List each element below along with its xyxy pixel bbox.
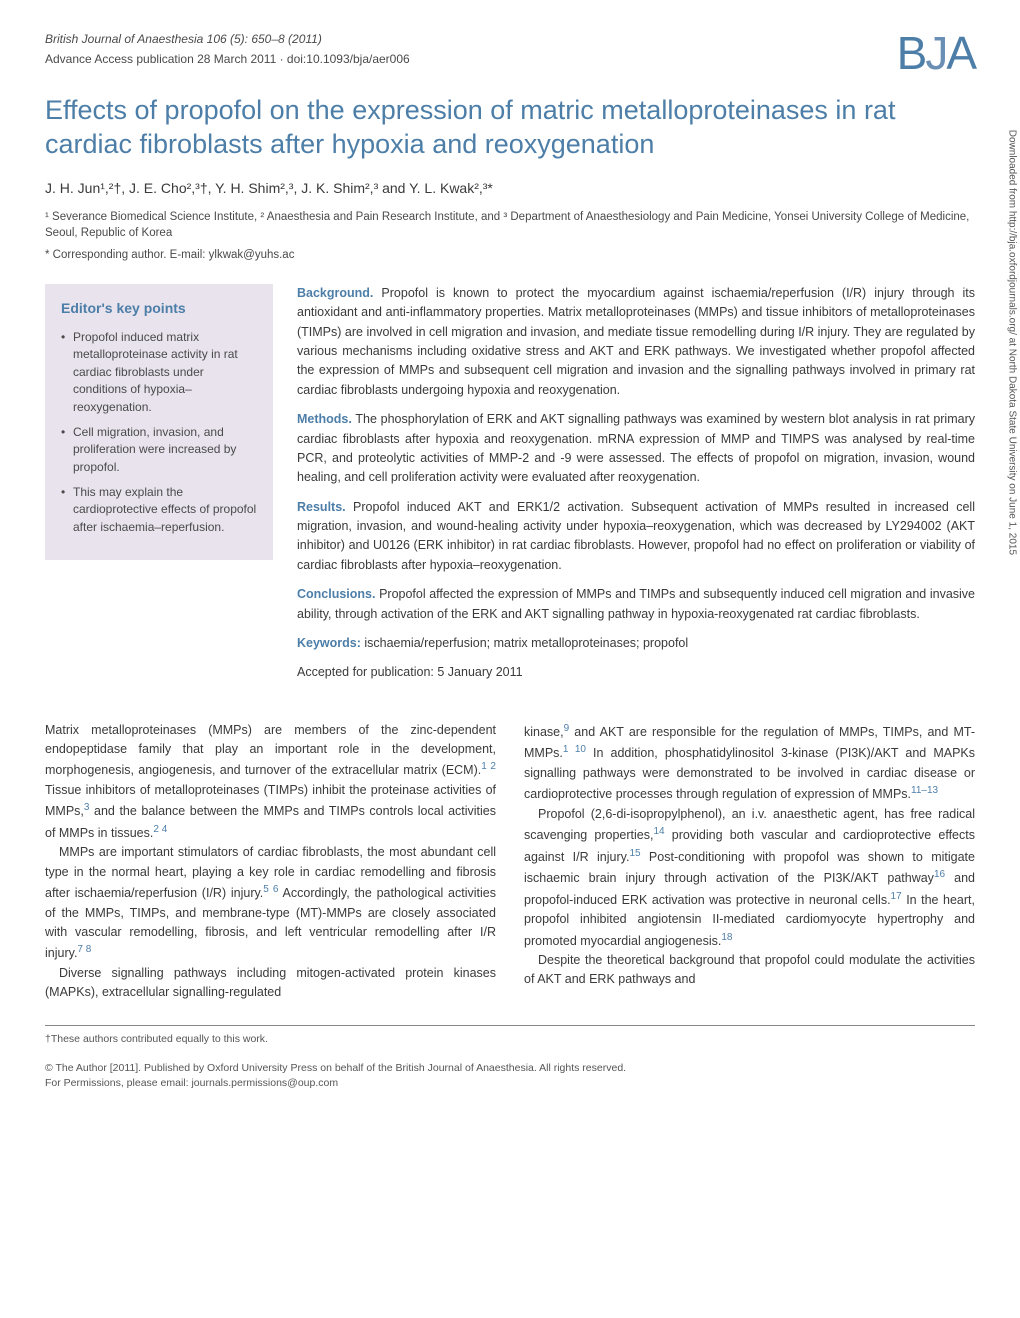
authors: J. H. Jun¹,²†, J. E. Cho²,³†, Y. H. Shim… bbox=[45, 178, 975, 199]
keywords-line: Keywords: ischaemia/reperfusion; matrix … bbox=[297, 634, 975, 653]
abstract-section: Editor's key points Propofol induced mat… bbox=[45, 284, 975, 693]
equal-contribution-note: †These authors contributed equally to th… bbox=[45, 1025, 975, 1048]
accepted-date: Accepted for publication: 5 January 2011 bbox=[297, 663, 975, 682]
body-para: Matrix metalloproteinases (MMPs) are mem… bbox=[45, 721, 496, 844]
download-watermark: Downloaded from http://bja.oxfordjournal… bbox=[1005, 130, 1020, 555]
editor-point: This may explain the cardioprotective ef… bbox=[61, 484, 257, 536]
background-label: Background. bbox=[297, 286, 373, 300]
abstract-conclusions: Conclusions. Propofol affected the expre… bbox=[297, 585, 975, 624]
body-para: Diverse signalling pathways including mi… bbox=[45, 964, 496, 1003]
abstract-methods: Methods. The phosphorylation of ERK and … bbox=[297, 410, 975, 488]
results-label: Results. bbox=[297, 500, 346, 514]
citation-ref[interactable]: 1 2 bbox=[481, 761, 496, 772]
abstract-results: Results. Propofol induced AKT and ERK1/2… bbox=[297, 498, 975, 576]
body-para: Despite the theoretical background that … bbox=[524, 951, 975, 990]
citation-ref[interactable]: 16 bbox=[934, 869, 945, 880]
editor-point: Cell migration, invasion, and proliferat… bbox=[61, 424, 257, 476]
article-title: Effects of propofol on the expression of… bbox=[45, 94, 975, 162]
citation-ref[interactable]: 11–13 bbox=[911, 785, 938, 796]
citation-ref[interactable]: 14 bbox=[653, 826, 664, 837]
journal-citation-block: British Journal of Anaesthesia 106 (5): … bbox=[45, 30, 410, 68]
editor-point: Propofol induced matrix metalloproteinas… bbox=[61, 329, 257, 416]
citation-ref[interactable]: 18 bbox=[721, 932, 732, 943]
editor-points-list: Propofol induced matrix metalloproteinas… bbox=[61, 329, 257, 536]
citation-ref[interactable]: 15 bbox=[629, 848, 640, 859]
editor-key-points-box: Editor's key points Propofol induced mat… bbox=[45, 284, 273, 560]
advance-access: Advance Access publication 28 March 2011… bbox=[45, 50, 410, 68]
corresponding-author: * Corresponding author. E-mail: ylkwak@y… bbox=[45, 247, 975, 264]
journal-citation: British Journal of Anaesthesia 106 (5): … bbox=[45, 30, 410, 48]
bja-logo: BJA bbox=[897, 30, 975, 76]
editor-heading: Editor's key points bbox=[61, 298, 257, 319]
citation-ref[interactable]: 7 8 bbox=[77, 944, 91, 955]
keywords-label: Keywords: bbox=[297, 636, 361, 650]
body-para: kinase,9 and AKT are responsible for the… bbox=[524, 721, 975, 805]
body-columns: Matrix metalloproteinases (MMPs) are mem… bbox=[45, 721, 975, 1003]
body-para: Propofol (2,6-di-isopropylphenol), an i.… bbox=[524, 805, 975, 951]
copyright-block: © The Author [2011]. Published by Oxford… bbox=[45, 1061, 975, 1090]
copyright-line-2: For Permissions, please email: journals.… bbox=[45, 1076, 975, 1091]
right-column: kinase,9 and AKT are responsible for the… bbox=[524, 721, 975, 1003]
citation-ref[interactable]: 1 10 bbox=[563, 744, 586, 755]
body-para: MMPs are important stimulators of cardia… bbox=[45, 843, 496, 964]
affiliations: ¹ Severance Biomedical Science Institute… bbox=[45, 209, 975, 241]
left-column: Matrix metalloproteinases (MMPs) are mem… bbox=[45, 721, 496, 1003]
conclusions-label: Conclusions. bbox=[297, 587, 375, 601]
citation-ref[interactable]: 17 bbox=[891, 891, 902, 902]
citation-ref[interactable]: 2 4 bbox=[153, 824, 167, 835]
methods-label: Methods. bbox=[297, 412, 352, 426]
copyright-line-1: © The Author [2011]. Published by Oxford… bbox=[45, 1061, 975, 1076]
header: British Journal of Anaesthesia 106 (5): … bbox=[45, 30, 975, 76]
citation-ref[interactable]: 5 6 bbox=[263, 884, 278, 895]
abstract-background: Background. Propofol is known to protect… bbox=[297, 284, 975, 400]
abstract-column: Background. Propofol is known to protect… bbox=[297, 284, 975, 693]
